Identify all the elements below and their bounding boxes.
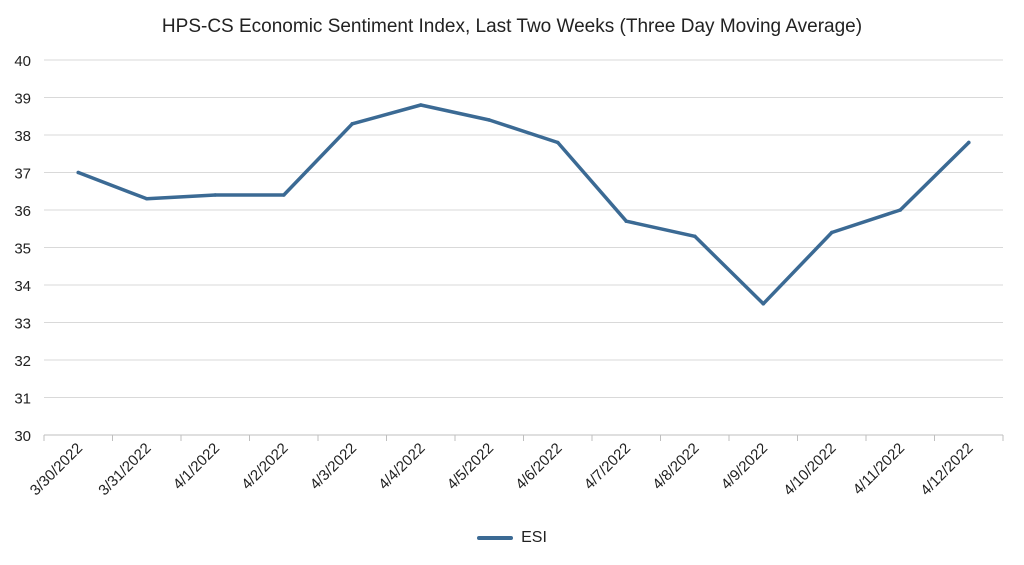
x-tick-label: 4/8/2022	[649, 440, 702, 493]
y-tick-label: 34	[14, 278, 31, 295]
y-tick-label: 38	[14, 128, 31, 145]
data-point	[213, 193, 218, 197]
data-point	[829, 230, 834, 235]
data-point	[966, 140, 971, 145]
x-tick-label: 4/11/2022	[850, 440, 908, 498]
x-tick-label: 4/10/2022	[780, 440, 839, 499]
x-tick-label: 4/12/2022	[917, 440, 976, 499]
y-tick-label: 36	[14, 203, 31, 220]
x-tick-label: 3/30/2022	[27, 440, 86, 499]
y-tick-label: 32	[14, 353, 31, 370]
data-point	[76, 170, 81, 175]
y-tick-label: 31	[14, 391, 31, 408]
line-chart: 30 31 32 33 34 35 36 37 38 39 40 3/30/2022 3/31/202…	[14, 53, 1004, 499]
x-tick-label: 3/31/2022	[95, 440, 154, 499]
x-tick-label: 4/4/2022	[375, 440, 428, 493]
data-point	[555, 140, 560, 145]
series-line-esi	[76, 103, 971, 306]
y-tick-label: 30	[14, 428, 31, 445]
data-point	[144, 196, 149, 201]
data-point	[487, 118, 492, 122]
data-point	[281, 193, 286, 197]
data-point	[418, 103, 423, 107]
legend-label-esi: ESI	[521, 529, 547, 546]
data-point	[761, 301, 766, 306]
x-tick-label: 4/6/2022	[512, 440, 565, 493]
legend: ESI	[0, 529, 1024, 547]
data-point	[898, 208, 903, 212]
y-tick-label: 35	[14, 241, 31, 258]
data-point	[350, 121, 355, 126]
x-tick-label: 4/2/2022	[238, 440, 291, 493]
chart-title: HPS-CS Economic Sentiment Index, Last Tw…	[161, 16, 863, 37]
y-axis-ticks: 30 31 32 33 34 35 36 37 38 39 40	[14, 53, 31, 445]
series-layer	[76, 103, 971, 306]
data-point	[692, 234, 697, 239]
x-tick-label: 4/7/2022	[581, 440, 634, 493]
y-tick-label: 37	[14, 166, 31, 183]
y-tick-label: 33	[14, 316, 31, 333]
legend-swatch-esi	[477, 536, 514, 540]
data-point	[624, 219, 629, 224]
x-tick-label: 4/9/2022	[718, 440, 771, 493]
gridlines	[44, 59, 1003, 398]
x-tick-label: 4/3/2022	[307, 440, 360, 493]
x-tick-label: 4/1/2022	[170, 440, 223, 493]
y-tick-label: 39	[14, 91, 31, 108]
x-axis: 3/30/2022 3/31/2022 4/1/2022 4/2/2022 4/3/20…	[27, 434, 1004, 499]
y-tick-label: 40	[14, 53, 31, 70]
x-tick-label: 4/5/2022	[444, 440, 497, 493]
